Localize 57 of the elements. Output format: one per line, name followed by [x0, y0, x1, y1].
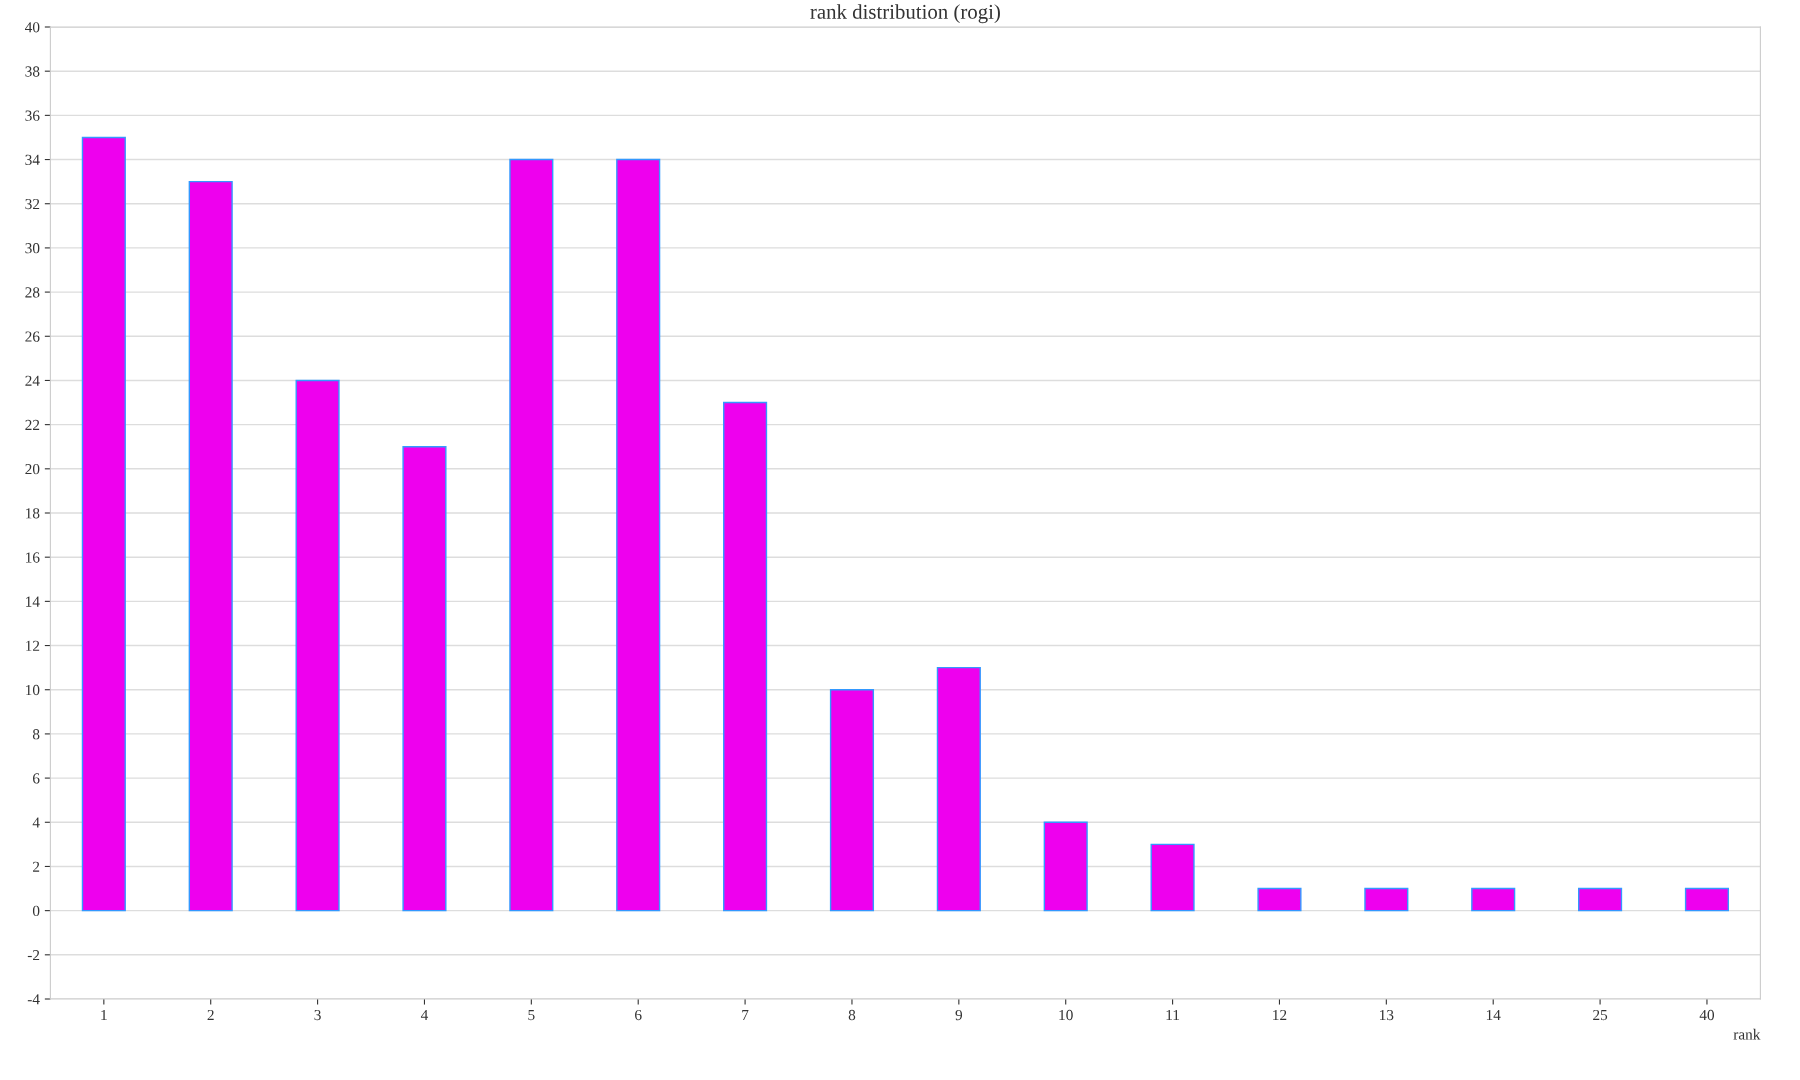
- y-tick-label: 40: [25, 22, 40, 33]
- y-tick-label: -4: [27, 994, 40, 1005]
- chart-title: rank distribution (rogi): [810, 4, 1000, 24]
- x-tick-label: 5: [528, 1010, 535, 1021]
- x-tick-label: 2: [207, 1009, 214, 1021]
- x-tick-label: 25: [1593, 1009, 1608, 1021]
- y-tick-label: 16: [26, 552, 40, 563]
- y-tick-label: 22: [25, 419, 40, 430]
- y-tick-label: 36: [25, 110, 40, 121]
- x-tick-label: 13: [1380, 1009, 1394, 1021]
- y-tick-label: 14: [26, 596, 40, 607]
- x-tick-label: 9: [955, 1009, 963, 1021]
- y-tick-label: 6: [33, 773, 40, 784]
- x-tick-label: 1: [101, 1009, 107, 1021]
- y-tick-label: 20: [25, 463, 40, 475]
- x-tick-label: 40: [1699, 1009, 1715, 1021]
- y-tick-label: 18: [26, 508, 40, 519]
- x-axis-title: rank: [1733, 1028, 1761, 1040]
- bar: [829, 689, 875, 912]
- x-tick-label: 6: [635, 1009, 642, 1021]
- bar: [936, 666, 981, 912]
- bar: [1471, 887, 1516, 912]
- x-tick-label: 14: [1486, 1009, 1501, 1021]
- y-tick-label: 28: [25, 287, 40, 298]
- x-tick-label: 12: [1273, 1009, 1287, 1021]
- bar: [723, 401, 768, 912]
- bar: [295, 379, 340, 912]
- y-tick-label: 0: [32, 905, 40, 917]
- y-tick-label: 4: [32, 817, 40, 828]
- y-tick-label: 26: [25, 331, 40, 342]
- bar: [1684, 887, 1730, 912]
- bar: [402, 446, 447, 912]
- y-tick-label: 24: [25, 375, 40, 386]
- x-tick-label: 3: [314, 1009, 321, 1021]
- y-tick-label: 8: [32, 729, 40, 740]
- x-tick-label: 4: [420, 1009, 429, 1021]
- y-tick-label: 32: [25, 198, 40, 210]
- bar: [1257, 887, 1302, 912]
- y-tick-label: 10: [26, 684, 40, 696]
- y-tick-label: 2: [33, 861, 40, 872]
- y-tick-label: 12: [26, 640, 40, 651]
- y-tick-label: 38: [25, 66, 40, 77]
- bar: [81, 136, 126, 912]
- x-tick-label: 11: [1166, 1009, 1180, 1021]
- bar: [1578, 887, 1623, 912]
- x-tick-label: 7: [742, 1010, 749, 1021]
- y-tick-label: -2: [27, 950, 40, 961]
- y-tick-label: 34: [25, 154, 40, 165]
- bar: [188, 180, 233, 912]
- bar: [1150, 843, 1195, 912]
- bar: [616, 158, 661, 912]
- bar: [1043, 821, 1088, 912]
- bar: [1364, 887, 1409, 912]
- x-tick-label: 8: [848, 1009, 856, 1021]
- bar: [509, 158, 554, 912]
- y-tick-label: 30: [25, 243, 40, 254]
- x-tick-label: 10: [1059, 1009, 1073, 1021]
